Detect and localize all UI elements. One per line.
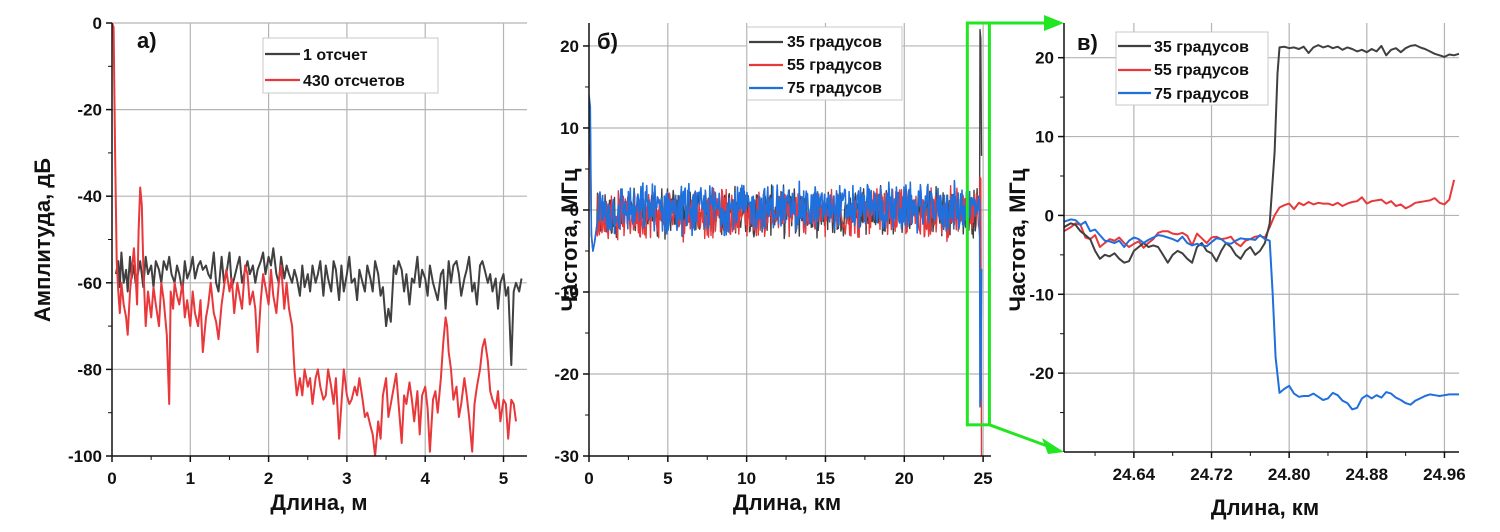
y-axis-title-a: Амплитуда, дБ — [30, 158, 55, 322]
x-tick-label: 0 — [107, 469, 116, 488]
legend-label-c-2: 75 градусов — [1154, 86, 1249, 103]
x-axis-title-a: Длина, м — [270, 490, 367, 515]
zoom-connector-bottom — [988, 423, 1051, 449]
y-tick-label: -30 — [554, 447, 579, 466]
legend-c: 35 градусов 55 градусов 75 градусов — [1115, 31, 1269, 106]
y-tick-label: -80 — [77, 360, 102, 379]
y-tick-label: 20 — [560, 37, 579, 56]
chart-panel-b: 0 5 10 15 20 25 20 10 0 -10 -20 -30 б) Длина, км Ча… — [554, 15, 1064, 515]
y-tick-label: 0 — [1045, 206, 1054, 225]
y-tick-label: -20 — [77, 101, 102, 120]
axes-b: 0 5 10 15 20 25 20 10 0 -10 -20 -30 — [554, 23, 993, 488]
y-axis-title-c: Частота, МГц — [1005, 168, 1030, 311]
x-tick-label: 25 — [974, 469, 993, 488]
panel-label-a: а) — [137, 28, 157, 53]
x-tick-label: 10 — [737, 469, 756, 488]
series-line-75-градусов — [589, 95, 983, 408]
series-c — [1064, 44, 1460, 411]
arrow-head-bottom-icon — [1042, 438, 1064, 454]
series-line-35-градусов — [1064, 44, 1460, 264]
series-a — [112, 22, 523, 456]
x-tick-label: 2 — [264, 469, 273, 488]
y-tick-label: 10 — [1035, 128, 1054, 147]
chart-panel-a: 0 1 2 3 4 5 0 -20 -40 -60 -80 -100 а) Длина, м Ампл… — [30, 14, 527, 515]
y-tick-label: -10 — [554, 283, 579, 302]
legend-label-b-0: 35 градусов — [787, 34, 882, 51]
arrow-head-top-icon — [1044, 15, 1064, 31]
x-axis-title-c: Длина, км — [1211, 495, 1319, 520]
series-line-75-градусов — [1064, 218, 1459, 411]
series-line-1-отсчет — [114, 247, 523, 367]
x-tick-label: 0 — [584, 469, 593, 488]
y-tick-label: -20 — [1029, 364, 1054, 383]
legend-b: 35 градусов 55 градусов 75 градусов — [746, 26, 903, 101]
y-tick-label: -40 — [77, 187, 102, 206]
series-line-55-градусов — [589, 144, 983, 456]
x-tick-label: 24.72 — [1190, 465, 1233, 484]
x-tick-label: 24.80 — [1268, 465, 1311, 484]
legend-label-c-0: 35 градусов — [1154, 39, 1249, 56]
x-tick-label: 5 — [499, 469, 508, 488]
x-tick-label: 1 — [186, 469, 195, 488]
y-tick-label: 10 — [560, 119, 579, 138]
legend-a: 1 отсчет 430 отсчетов — [262, 37, 439, 94]
legend-label-c-1: 55 градусов — [1154, 62, 1249, 79]
axes-a: 0 1 2 3 4 5 0 -20 -40 -60 -80 -100 — [68, 14, 527, 488]
grid-a — [112, 22, 527, 456]
x-tick-label: 24.88 — [1346, 465, 1389, 484]
series-b — [589, 28, 983, 456]
zoom-box-b — [965, 15, 1064, 454]
y-tick-label: 0 — [93, 14, 102, 33]
legend-label-a-0: 1 отсчет — [303, 47, 368, 64]
x-tick-label: 24.64 — [1113, 465, 1156, 484]
y-axis-title-b: Частота, МГц — [557, 168, 582, 311]
zoom-rectangle — [965, 21, 991, 427]
x-axis-title-b: Длина, км — [733, 490, 841, 515]
x-tick-label: 3 — [342, 469, 351, 488]
series-line-55-градусов — [1064, 179, 1456, 249]
legend-label-b-2: 75 градусов — [787, 80, 882, 97]
x-tick-label: 5 — [663, 469, 672, 488]
x-tick-label: 4 — [420, 469, 430, 488]
legend-label-a-1: 430 отсчетов — [303, 73, 405, 90]
y-tick-label: -60 — [77, 274, 102, 293]
y-tick-label: 20 — [1035, 49, 1054, 68]
x-tick-label: 24.96 — [1423, 465, 1466, 484]
x-tick-label: 15 — [816, 469, 835, 488]
y-tick-label: -100 — [68, 447, 102, 466]
legend-label-b-1: 55 градусов — [787, 57, 882, 74]
axes-c: 24.64 24.72 24.80 24.88 24.96 20 10 0 -10 -20 — [1029, 23, 1466, 484]
panel-label-c: в) — [1077, 30, 1098, 55]
y-tick-label: -20 — [554, 365, 579, 384]
panel-label-b: б) — [597, 29, 618, 54]
legend-box-a — [262, 37, 439, 94]
series-line-430-отсчетов — [112, 22, 517, 456]
x-tick-label: 20 — [895, 469, 914, 488]
y-tick-label: 0 — [570, 201, 579, 220]
y-tick-label: -10 — [1029, 285, 1054, 304]
